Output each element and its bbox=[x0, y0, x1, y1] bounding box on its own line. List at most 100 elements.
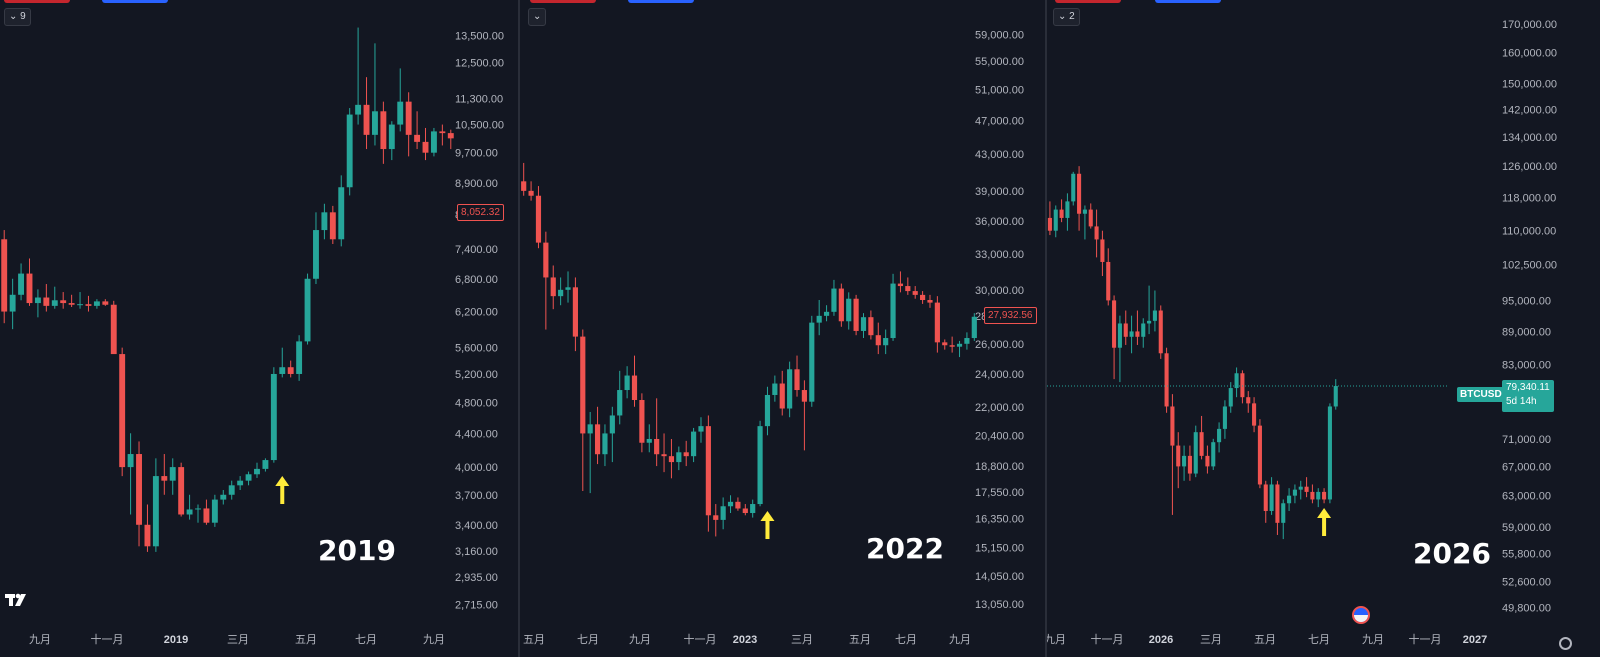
candle[interactable] bbox=[1187, 445, 1192, 481]
candle[interactable] bbox=[110, 300, 117, 355]
candle[interactable] bbox=[245, 471, 252, 486]
candle[interactable] bbox=[757, 420, 763, 507]
candle[interactable] bbox=[321, 203, 328, 240]
candle[interactable] bbox=[1316, 488, 1321, 508]
candle[interactable] bbox=[203, 499, 210, 525]
candle[interactable] bbox=[691, 427, 697, 463]
candle[interactable] bbox=[1257, 419, 1262, 489]
candle[interactable] bbox=[397, 68, 404, 132]
candle[interactable] bbox=[127, 433, 134, 515]
chart-panel-2026[interactable]: ⌄ 2 170,000.00 160,000.00 150,000.00 142,00… bbox=[1047, 0, 1600, 657]
candlestick-chart-2022[interactable]: 59,000.00 55,000.00 51,000.00 47,000.00 43,0… bbox=[520, 0, 1045, 657]
candle[interactable] bbox=[624, 366, 630, 399]
candle[interactable] bbox=[60, 292, 67, 309]
candle[interactable] bbox=[430, 127, 437, 157]
candle[interactable] bbox=[1322, 488, 1327, 504]
candle[interactable] bbox=[558, 277, 564, 306]
candle[interactable] bbox=[1112, 295, 1117, 380]
candle[interactable] bbox=[853, 294, 859, 336]
candle[interactable] bbox=[1222, 400, 1227, 439]
candle[interactable] bbox=[1287, 488, 1292, 511]
candle[interactable] bbox=[831, 279, 837, 316]
candle[interactable] bbox=[1246, 391, 1251, 413]
candle[interactable] bbox=[270, 367, 277, 463]
candle[interactable] bbox=[1152, 290, 1157, 332]
candle[interactable] bbox=[1065, 193, 1070, 231]
pane-collapse-button[interactable]: ⌄ 9 bbox=[4, 8, 31, 26]
candle[interactable] bbox=[1, 230, 8, 324]
candle[interactable] bbox=[1106, 248, 1111, 306]
candle[interactable] bbox=[572, 277, 578, 352]
candle[interactable] bbox=[683, 440, 689, 467]
candle[interactable] bbox=[329, 205, 336, 244]
candle[interactable] bbox=[1304, 477, 1309, 498]
candle[interactable] bbox=[838, 283, 844, 327]
candle[interactable] bbox=[1281, 499, 1286, 540]
candle[interactable] bbox=[927, 294, 933, 308]
candle[interactable] bbox=[764, 386, 771, 436]
tradingview-logo[interactable] bbox=[4, 590, 32, 610]
candle[interactable] bbox=[934, 296, 940, 353]
candle[interactable] bbox=[1205, 445, 1210, 474]
candle[interactable] bbox=[816, 300, 822, 336]
candle[interactable] bbox=[565, 271, 571, 303]
candle[interactable] bbox=[639, 393, 645, 453]
candle[interactable] bbox=[1199, 415, 1204, 460]
candle[interactable] bbox=[388, 121, 395, 161]
candle[interactable] bbox=[883, 329, 889, 355]
candle[interactable] bbox=[905, 277, 911, 295]
candle[interactable] bbox=[654, 398, 660, 467]
candle[interactable] bbox=[93, 299, 100, 309]
candle[interactable] bbox=[787, 361, 793, 418]
candle[interactable] bbox=[346, 108, 353, 196]
candle[interactable] bbox=[228, 480, 235, 500]
x-axis-bar[interactable] bbox=[0, 622, 518, 657]
candle[interactable] bbox=[897, 271, 904, 293]
candle[interactable] bbox=[1211, 438, 1216, 470]
candle[interactable] bbox=[1182, 445, 1187, 481]
candle[interactable] bbox=[676, 446, 682, 471]
candle[interactable] bbox=[1158, 305, 1163, 359]
candle[interactable] bbox=[85, 295, 92, 312]
candle[interactable] bbox=[528, 181, 534, 201]
candlestick-chart-2019[interactable]: 13,500.00 12,500.00 11,300.00 10,500.00 9,70… bbox=[0, 0, 518, 657]
candle[interactable] bbox=[254, 462, 260, 478]
candle[interactable] bbox=[1176, 432, 1181, 489]
candle[interactable] bbox=[1234, 367, 1239, 398]
candle[interactable] bbox=[646, 424, 652, 453]
candle[interactable] bbox=[912, 286, 918, 299]
candle[interactable] bbox=[1327, 403, 1332, 504]
candle[interactable] bbox=[543, 231, 549, 330]
candle[interactable] bbox=[220, 490, 227, 505]
candle[interactable] bbox=[1310, 484, 1315, 504]
candle[interactable] bbox=[550, 265, 556, 310]
candle[interactable] bbox=[405, 92, 412, 157]
candle[interactable] bbox=[794, 355, 800, 397]
candle[interactable] bbox=[169, 458, 176, 495]
candle[interactable] bbox=[1240, 370, 1245, 404]
candle[interactable] bbox=[9, 278, 16, 330]
candle[interactable] bbox=[51, 286, 58, 309]
candle[interactable] bbox=[1141, 318, 1146, 348]
candle[interactable] bbox=[178, 462, 185, 517]
candle[interactable] bbox=[144, 504, 151, 552]
candle[interactable] bbox=[1071, 171, 1076, 206]
chart-panel-2022[interactable]: ⌄ 59,000.00 55,000.00 51,000.00 47,000.00 43… bbox=[520, 0, 1045, 657]
candle[interactable] bbox=[136, 441, 142, 547]
candle[interactable] bbox=[617, 370, 623, 425]
candle[interactable] bbox=[1100, 230, 1105, 277]
candle[interactable] bbox=[363, 77, 370, 150]
candle[interactable] bbox=[296, 335, 303, 381]
candlestick-chart-2026[interactable]: 170,000.00 160,000.00 150,000.00 142,000.00… bbox=[1047, 0, 1600, 657]
candle[interactable] bbox=[964, 332, 970, 350]
pane-collapse-button[interactable]: ⌄ bbox=[528, 8, 547, 26]
candle[interactable] bbox=[594, 406, 601, 465]
us-flag-event-icon[interactable] bbox=[1352, 606, 1370, 624]
candle[interactable] bbox=[875, 322, 881, 355]
candle[interactable] bbox=[355, 27, 362, 125]
panel-divider[interactable] bbox=[1045, 0, 1047, 657]
candle[interactable] bbox=[1123, 310, 1128, 345]
candle[interactable] bbox=[750, 499, 756, 518]
candle[interactable] bbox=[237, 476, 244, 491]
candle[interactable] bbox=[1275, 480, 1280, 535]
